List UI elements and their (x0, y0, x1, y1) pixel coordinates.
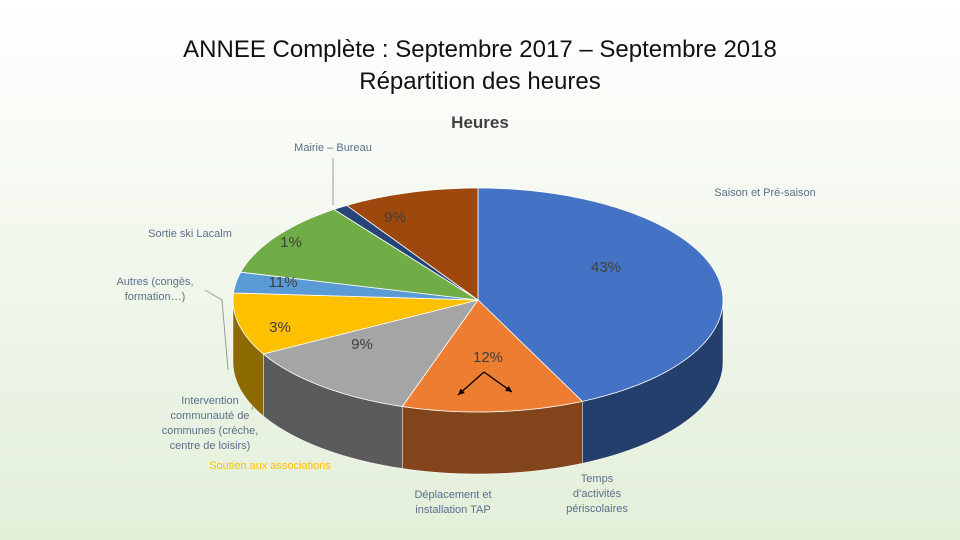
arrow-head (458, 388, 465, 395)
slice (262, 299, 479, 407)
data-label: 3% (269, 319, 291, 336)
leader-line (204, 289, 229, 371)
slice (345, 187, 479, 301)
category-label: Soutien aux associations (209, 460, 331, 472)
subtitle: Répartition des heures (359, 68, 601, 95)
category-label: Mairie – Bureau (294, 142, 372, 154)
slice (401, 299, 584, 413)
category-label: Autres (congès, formation…) (116, 276, 194, 303)
category-label: Sortie ski Lacalm (148, 228, 232, 240)
slice (240, 208, 479, 301)
slice-side (402, 401, 583, 475)
data-label: 9% (351, 336, 373, 353)
category-label: Temps d’activités périscolaires (566, 473, 628, 515)
slice (477, 187, 724, 402)
title: ANNEE Complète : Septembre 2017 – Septem… (183, 36, 777, 63)
chart-title: Heures (451, 113, 509, 132)
data-label: 11% (269, 274, 298, 291)
category-label: Saison et Pré-saison (714, 187, 816, 199)
data-label: 9% (384, 209, 406, 226)
category-label: Déplacement et installation TAP (414, 489, 492, 516)
data-label: 43% (591, 259, 621, 276)
data-label: 1% (280, 234, 302, 251)
category-label: Intervention communauté de communes (crè… (161, 395, 259, 452)
slice (232, 292, 479, 355)
arrow-head (505, 385, 512, 392)
data-label: 12% (473, 349, 503, 366)
